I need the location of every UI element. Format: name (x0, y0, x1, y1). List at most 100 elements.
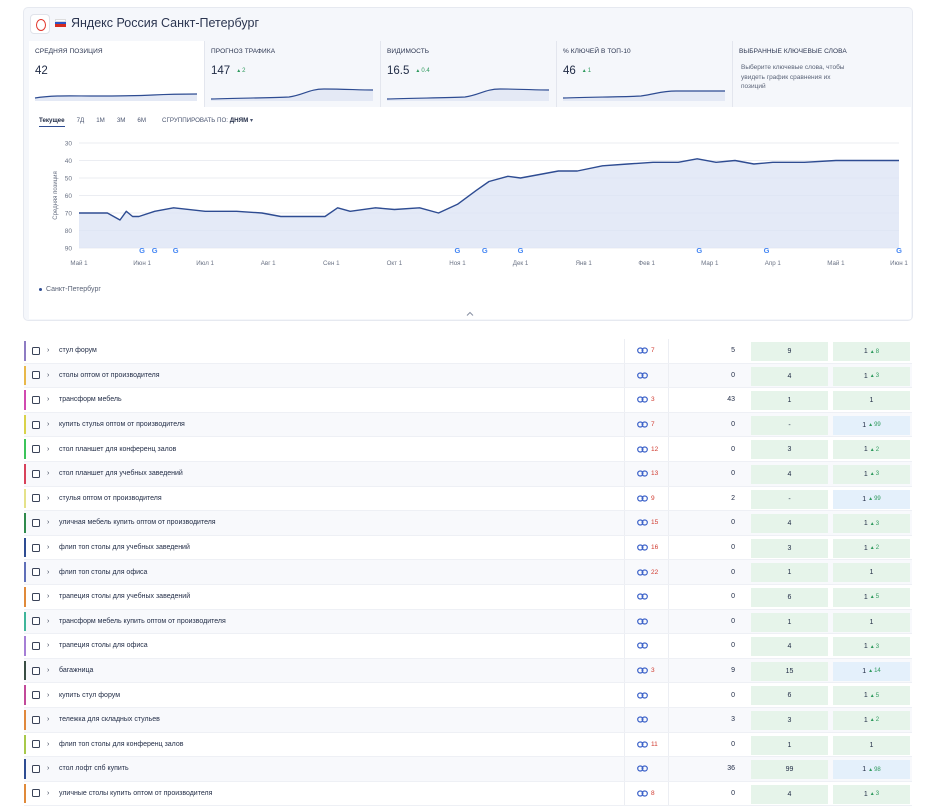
row-checkbox[interactable] (32, 740, 40, 749)
metric-card-avg-position[interactable]: Средняя позиция 42 (29, 41, 205, 107)
chevron-right-icon[interactable]: › (47, 544, 50, 552)
chevron-right-icon[interactable]: › (47, 494, 50, 502)
x-tick-label: Сен 1 (323, 260, 340, 267)
row-checkbox[interactable] (32, 346, 40, 355)
tab-7d[interactable]: 7Д (76, 117, 85, 124)
row-checkbox[interactable] (32, 691, 40, 700)
previous-position: 6 (751, 587, 828, 607)
metric-card-visibility[interactable]: Видимость 16.50.4 (381, 41, 557, 107)
row-checkbox[interactable] (32, 617, 40, 626)
x-tick-label: Апр 1 (765, 260, 782, 267)
metric-card-traffic-forecast[interactable]: Прогноз трафика 1472 (205, 41, 381, 107)
table-row[interactable]: ›стол планшет для конференц залов120312 (24, 437, 912, 462)
link-icon[interactable] (637, 544, 648, 551)
chart-legend[interactable]: Санкт-Петербург (39, 286, 101, 293)
table-row[interactable]: › флип топ столы для конференц залов 11 0 1 1 (24, 732, 912, 758)
table-row[interactable]: › стул форум 7 5 9 18 (24, 339, 912, 364)
tab-1m[interactable]: 1М (96, 117, 105, 124)
row-checkbox[interactable] (32, 641, 40, 650)
link-icon[interactable] (637, 765, 648, 772)
row-checkbox[interactable] (32, 395, 40, 404)
tab-current[interactable]: Текущее (39, 117, 65, 127)
chevron-right-icon[interactable]: › (47, 519, 50, 527)
table-row[interactable]: › трансформ мебель купить оптом от произв… (24, 609, 912, 635)
frequency-value: 0 (731, 568, 735, 576)
link-icon[interactable] (637, 642, 648, 650)
chevron-right-icon[interactable]: › (47, 347, 50, 355)
table-row[interactable]: › стулья оптом от производителя 9 2 -199 (24, 486, 912, 512)
link-icon[interactable] (637, 593, 648, 600)
table-row[interactable]: › трапеция столы для учебных заведений 0 6 1… (24, 584, 912, 610)
row-checkbox[interactable] (32, 568, 40, 577)
group-color-marker (24, 488, 26, 509)
chevron-right-icon[interactable]: › (47, 593, 50, 601)
link-icon[interactable] (637, 396, 648, 404)
google-update-icon: G (152, 246, 158, 255)
table-row[interactable]: › стол лофт спб купить 36 99198 (24, 757, 912, 782)
groupby-dropdown[interactable]: СГРУППИРОВАТЬ ПО: ДНЯМ ▾ (162, 117, 253, 127)
link-icon[interactable] (637, 569, 648, 576)
link-icon[interactable] (637, 421, 648, 428)
chevron-right-icon[interactable]: › (47, 396, 50, 404)
table-row[interactable]: › купить стул форум 0 615 (24, 683, 912, 708)
link-icon[interactable] (637, 470, 648, 477)
chevron-right-icon[interactable]: › (47, 445, 50, 453)
row-checkbox[interactable] (32, 592, 40, 601)
row-checkbox[interactable] (32, 789, 40, 798)
row-checkbox[interactable] (32, 420, 40, 429)
chevron-right-icon[interactable]: › (47, 789, 50, 797)
link-icon[interactable] (637, 519, 648, 527)
row-checkbox[interactable] (32, 469, 40, 478)
table-row[interactable]: › флип топ столы для учебных заведений 16 0… (24, 535, 912, 561)
table-row[interactable]: › стол планшет для учебных заведений 13 0 4 1… (24, 461, 912, 487)
row-checkbox[interactable] (32, 764, 40, 773)
row-checkbox[interactable] (32, 666, 40, 675)
link-icon[interactable] (637, 372, 648, 379)
chevron-right-icon[interactable]: › (47, 568, 50, 576)
row-checkbox[interactable] (32, 445, 40, 454)
link-icon[interactable] (637, 495, 648, 502)
metric-label: % ключей в топ-10 (563, 48, 631, 55)
chevron-down-icon: ▾ (249, 117, 254, 124)
chevron-right-icon[interactable]: › (47, 667, 50, 675)
chevron-right-icon[interactable]: › (47, 691, 50, 699)
link-icon[interactable] (637, 667, 648, 674)
table-row[interactable]: › флип топ столы для офиса 22 0 1 1 (24, 560, 912, 585)
table-row[interactable]: › багажница 3 9 15114 (24, 658, 912, 684)
table-row[interactable]: › купить стулья оптом от производителя 7 0 -… (24, 412, 912, 438)
row-checkbox[interactable] (32, 371, 40, 380)
chevron-right-icon[interactable]: › (47, 371, 50, 379)
chevron-right-icon[interactable]: › (47, 765, 50, 773)
table-row[interactable]: › трансформ мебель 3 43 1 1 (24, 388, 912, 413)
table-row[interactable]: › столы оптом от производителя 0 413 (24, 363, 912, 389)
chevron-right-icon[interactable]: › (47, 617, 50, 625)
link-icon[interactable] (637, 446, 648, 453)
row-checkbox[interactable] (32, 494, 40, 503)
tab-6m[interactable]: 6М (137, 117, 147, 124)
position-change: 98 (868, 767, 881, 773)
chevron-right-icon[interactable]: › (47, 740, 50, 748)
yandex-engine-icon[interactable] (30, 14, 50, 34)
chevron-up-icon[interactable] (466, 310, 474, 318)
tab-3m[interactable]: 3М (116, 117, 126, 124)
previous-position: 3 (751, 710, 828, 730)
table-row[interactable]: › трапеция столы для офиса 0 413 (24, 634, 912, 659)
row-checkbox[interactable] (32, 715, 40, 724)
row-checkbox[interactable] (32, 518, 40, 527)
links-count: 22 (651, 568, 659, 576)
link-icon[interactable] (637, 716, 648, 723)
google-update-icon: G (696, 246, 702, 255)
table-row[interactable]: ›тележка для складных стульев3312 (24, 707, 912, 733)
metric-card-top10[interactable]: % ключей в топ-10 461 (557, 41, 733, 107)
link-icon[interactable] (637, 618, 648, 625)
link-icon[interactable] (637, 741, 648, 748)
chevron-right-icon[interactable]: › (47, 716, 50, 724)
chevron-right-icon[interactable]: › (47, 642, 50, 650)
link-icon[interactable] (637, 790, 648, 797)
chevron-right-icon[interactable]: › (47, 470, 50, 478)
chevron-right-icon[interactable]: › (47, 421, 50, 429)
row-checkbox[interactable] (32, 543, 40, 552)
link-icon[interactable] (637, 347, 648, 354)
table-row[interactable]: › уличная мебель купить оптом от производ… (24, 511, 912, 536)
link-icon[interactable] (637, 692, 648, 699)
